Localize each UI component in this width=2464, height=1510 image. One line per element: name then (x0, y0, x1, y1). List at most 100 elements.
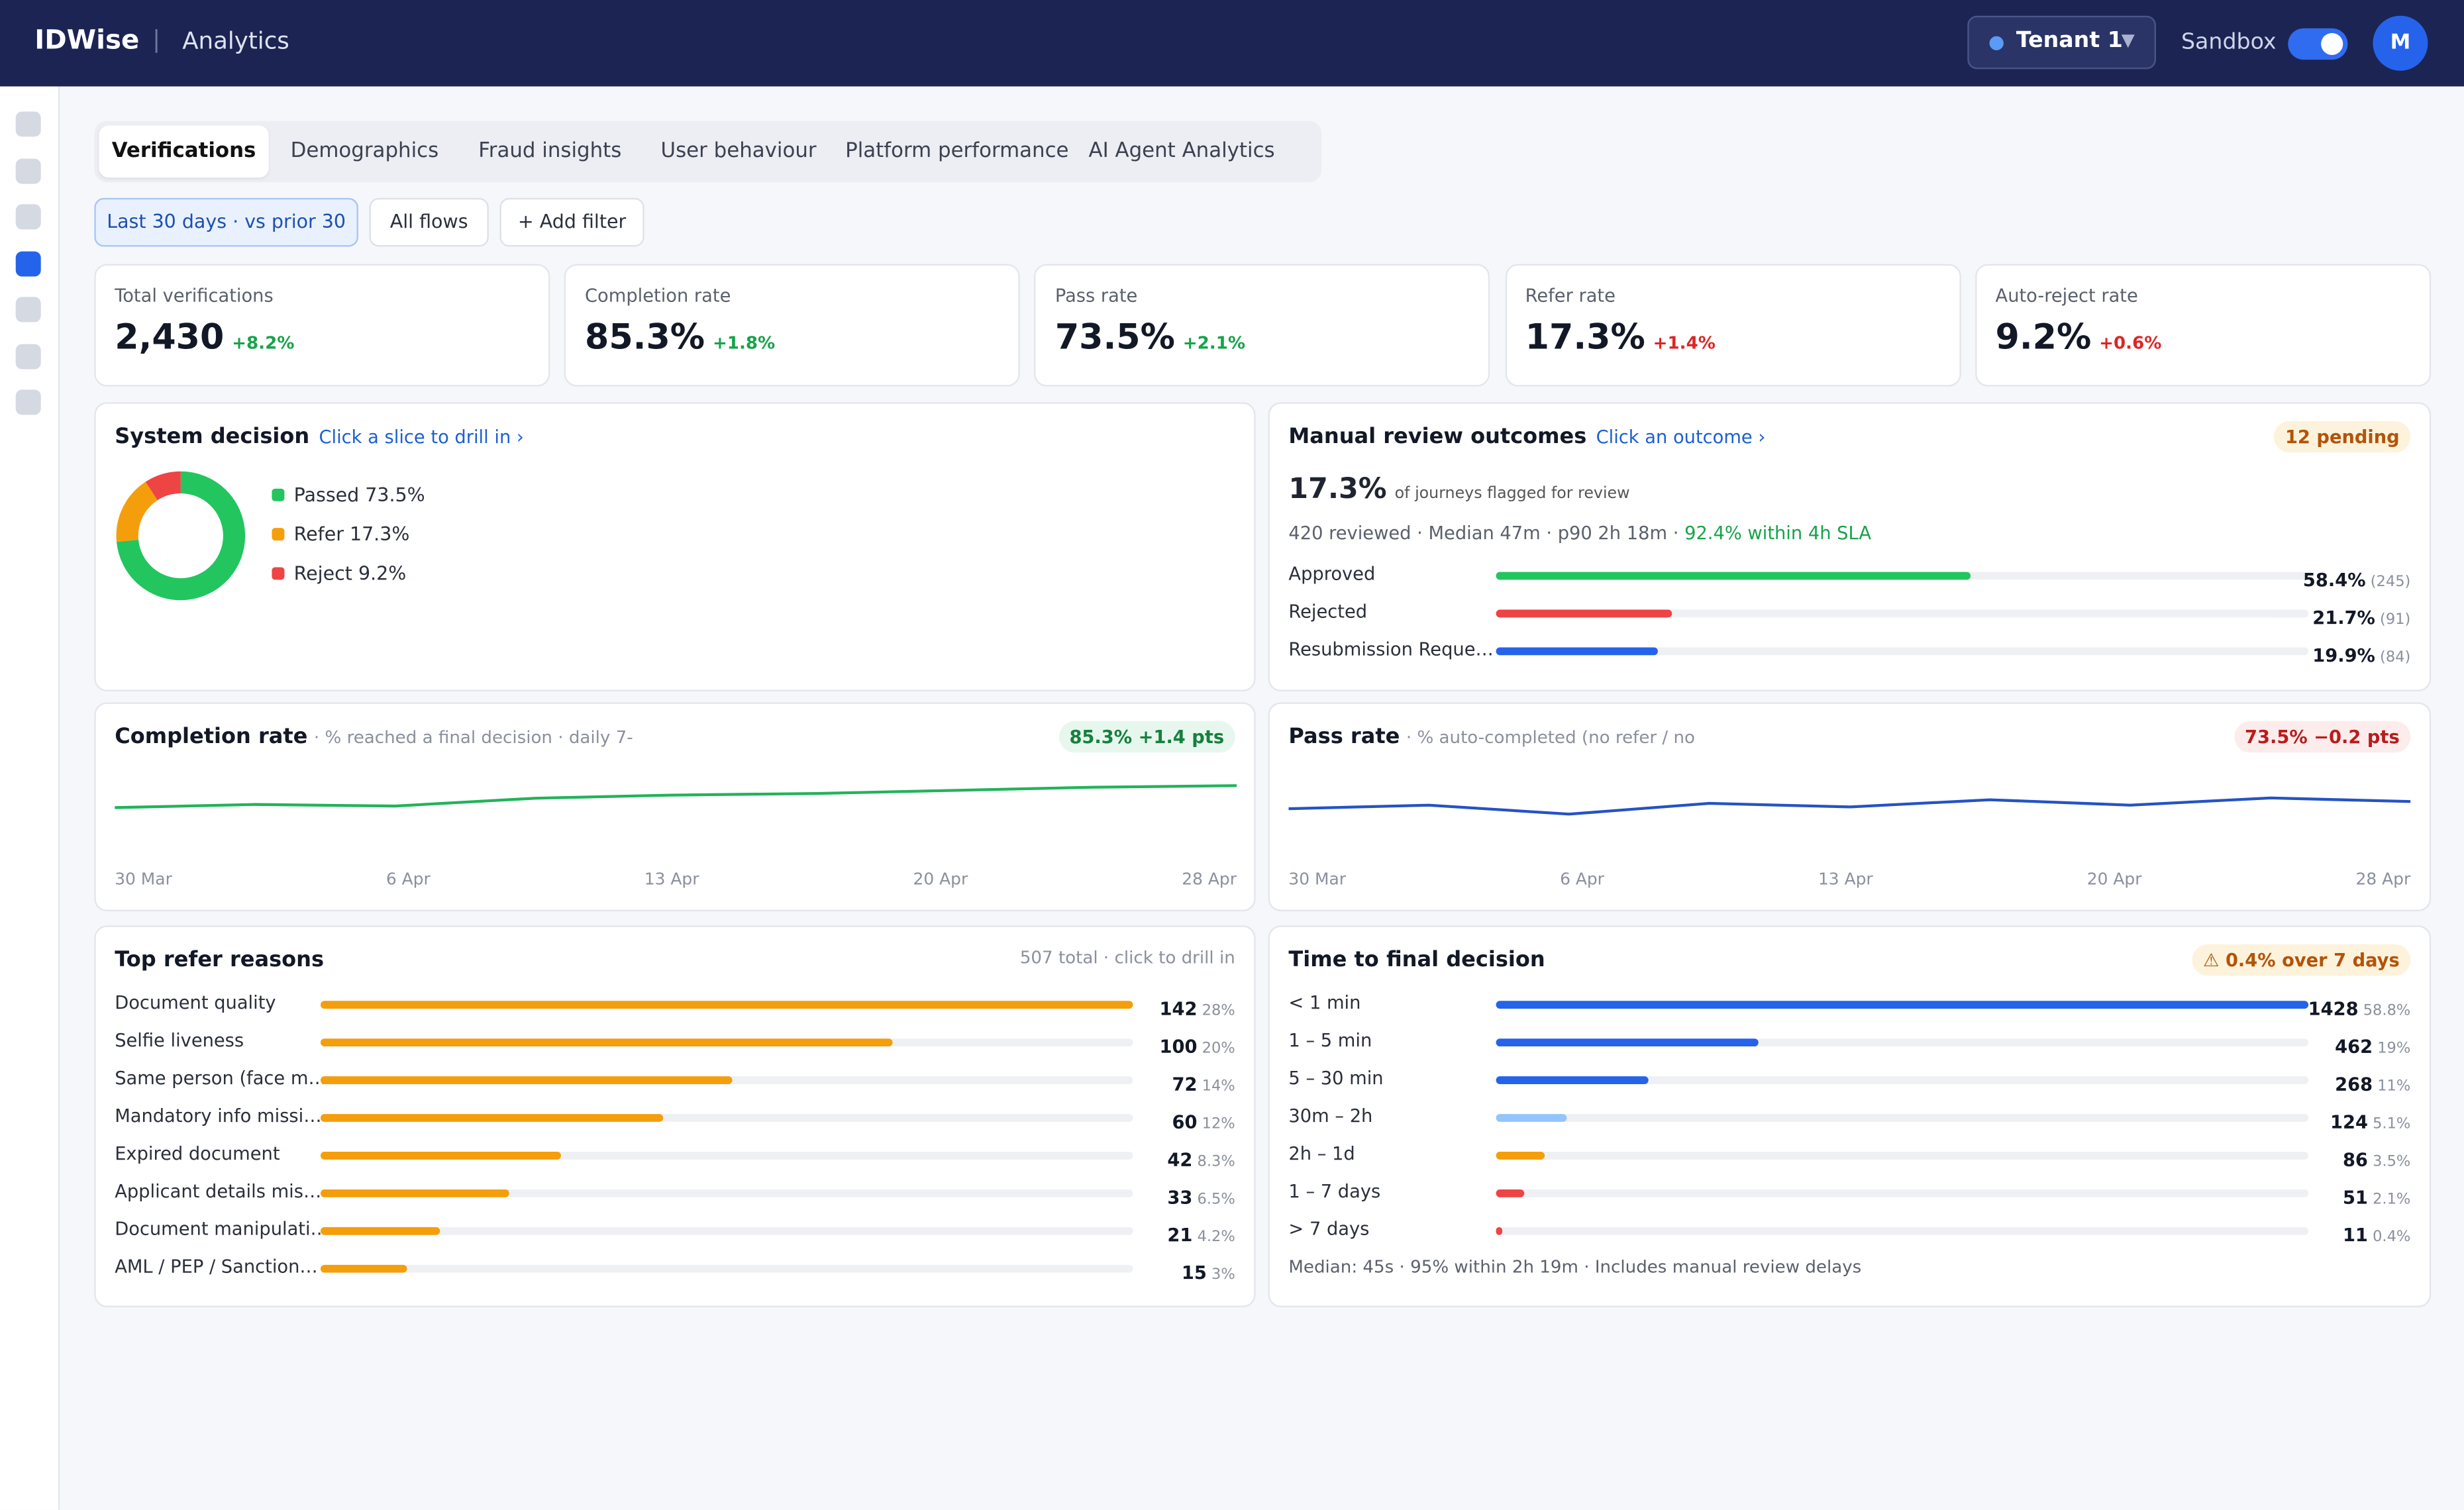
row-share: 8.3% (1197, 1153, 1235, 1171)
footer-note: Median: 45s · 95% within 2h 19m · Includ… (1288, 1256, 1862, 1278)
tab[interactable]: Platform performance (845, 140, 1069, 164)
title-text: Pass rate (1288, 724, 1400, 750)
tenant-select[interactable]: Tenant 1 ▼ (1967, 15, 2157, 70)
donut-slice[interactable] (145, 471, 181, 501)
kpi-label: Completion rate (584, 284, 731, 307)
row-value: 19.9% (2312, 644, 2375, 666)
env-toggle[interactable] (2288, 28, 2348, 60)
row-label[interactable]: Selfie liveness (115, 1029, 244, 1052)
kpi-label: Total verifications (115, 284, 274, 307)
row-share: 6.5% (1197, 1191, 1235, 1209)
x-tick-label: 28 Apr (1182, 870, 1237, 889)
legend-item[interactable]: Passed 73.5% (272, 484, 425, 506)
tab[interactable]: AI Agent Analytics (1088, 140, 1275, 164)
tab[interactable]: Demographics (290, 140, 439, 164)
headline-value: 17.3% (1288, 473, 1387, 506)
bar-track (320, 1227, 1133, 1235)
trend-badge: 73.5% −0.2 pts (2233, 721, 2411, 753)
tab[interactable]: User behaviour (660, 140, 817, 164)
row-label[interactable]: Document manipulati… (115, 1217, 329, 1240)
donut-slice[interactable] (116, 481, 158, 542)
row-label[interactable]: Mandatory info missi… (115, 1104, 322, 1127)
stats: 420 reviewed · Median 47m · p90 2h 18m ·… (1288, 522, 1871, 544)
filter-chip[interactable]: Last 30 days · vs prior 30 (94, 197, 358, 247)
row-share: (91) (2380, 611, 2411, 629)
hint[interactable]: Click an outcome › (1596, 425, 1766, 448)
bar (320, 1264, 407, 1273)
row-share: 5.1% (2373, 1115, 2411, 1133)
kpi-card: Refer rate 17.3% +1.4% (1504, 264, 1961, 387)
row-label[interactable]: AML / PEP / Sanction… (115, 1255, 318, 1278)
row-label[interactable]: Resubmission Reque… (1288, 638, 1494, 660)
kpi-delta: +2.1% (1182, 332, 1246, 354)
row-label[interactable]: Document quality (115, 991, 276, 1014)
row-label[interactable]: > 7 days (1288, 1217, 1370, 1240)
kpi-value-line: 73.5% +2.1% (1055, 319, 1245, 358)
nav-icon[interactable] (15, 158, 41, 183)
legend-item[interactable]: Reject 9.2% (272, 562, 407, 585)
bar (320, 1038, 893, 1047)
row-label[interactable]: 5 – 30 min (1288, 1066, 1384, 1089)
legend-text: Reject 9.2% (293, 562, 407, 585)
bar (320, 1152, 561, 1160)
row-figures: 72 14% (1172, 1067, 1235, 1097)
filter-chip[interactable]: + Add filter (499, 197, 644, 247)
nav-icon[interactable] (15, 297, 41, 323)
nav-icon[interactable] (15, 204, 41, 230)
nav-icon[interactable] (15, 389, 41, 415)
row-share: 14% (1202, 1078, 1235, 1095)
avatar[interactable]: M (2373, 15, 2428, 71)
row-label[interactable]: Applicant details mis… (115, 1180, 322, 1202)
line-chart (1288, 796, 2411, 816)
manual-review-card: Manual review outcomes Click an outcome ›… (1268, 402, 2432, 691)
top-bar: IDWise | Analytics Tenant 1 ▼ Sandbox M (0, 0, 2464, 87)
kpi-value: 73.5% (1054, 319, 1175, 358)
row-label[interactable]: 1 – 7 days (1288, 1180, 1381, 1202)
bar (1496, 1001, 2309, 1009)
tab-bar: Verifications Demographics Fraud insights U… (94, 121, 1322, 183)
tab[interactable]: Verifications (99, 125, 269, 178)
row-label[interactable]: 30m – 2h (1288, 1104, 1373, 1127)
row-value: 72 (1172, 1073, 1198, 1095)
row-label[interactable]: 1 – 5 min (1288, 1029, 1372, 1052)
row-figures: 51 2.1% (2343, 1180, 2410, 1210)
tab[interactable]: Fraud insights (478, 140, 622, 164)
nav-icon[interactable] (15, 343, 41, 369)
row-figures: 11 0.4% (2343, 1218, 2410, 1248)
row-label[interactable]: Rejected (1288, 600, 1368, 623)
row-value: 33 (1167, 1186, 1193, 1209)
nav-icon[interactable] (15, 111, 41, 137)
row-figures: 142 28% (1160, 991, 1235, 1021)
kpi-delta: +1.4% (1653, 332, 1716, 354)
kpi-card: Pass rate 73.5% +2.1% (1034, 264, 1491, 387)
nav-icon[interactable] (15, 250, 41, 276)
row-figures: 1428 58.8% (2308, 991, 2411, 1021)
bar (1496, 1114, 1567, 1122)
bar (320, 1114, 664, 1122)
row-figures: 86 3.5% (2343, 1142, 2410, 1172)
card-title: Manual review outcomes Click an outcome › (1288, 425, 1765, 450)
subtitle: · % auto-completed (no refer / no (1406, 727, 1696, 748)
row-label[interactable]: 2h – 1d (1288, 1142, 1355, 1164)
row-label[interactable]: Same person (face m… (115, 1066, 327, 1089)
donut-slice[interactable] (116, 471, 246, 601)
bar-track (1496, 1114, 2309, 1122)
row-value: 51 (2342, 1186, 2368, 1209)
tenant-name: Tenant 1 (2016, 28, 2123, 54)
row-label[interactable]: Expired document (115, 1142, 280, 1164)
x-tick-label: 6 Apr (385, 870, 431, 889)
row-share: (84) (2380, 648, 2411, 666)
x-tick-label: 13 Apr (1818, 870, 1873, 889)
brand[interactable]: IDWise (34, 25, 140, 57)
row-share: (245) (2370, 573, 2411, 591)
trend-line (115, 784, 1237, 809)
kpi-value: 85.3% (584, 319, 705, 358)
legend-item[interactable]: Refer 17.3% (272, 523, 409, 545)
row-value: 21 (1167, 1224, 1193, 1246)
filter-chip[interactable]: All flows (369, 197, 489, 247)
hint[interactable]: Click a slice to drill in › (319, 425, 524, 448)
row-figures: 268 11% (2335, 1067, 2410, 1097)
row-label[interactable]: Approved (1288, 562, 1376, 585)
row-share: 12% (1202, 1115, 1235, 1133)
row-label[interactable]: < 1 min (1288, 991, 1361, 1014)
